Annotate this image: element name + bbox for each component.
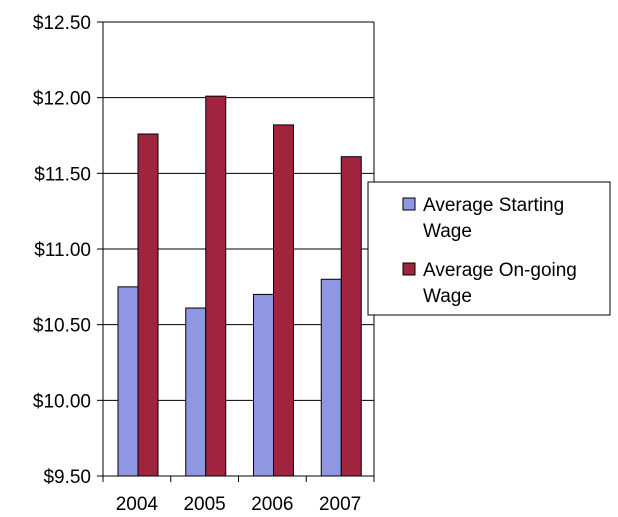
x-tick-label: 2006 bbox=[251, 494, 293, 515]
legend-swatch-starting-wage bbox=[402, 197, 416, 211]
bar-ongoing-wage-2005 bbox=[205, 95, 227, 477]
legend-label-ongoing-wage-line-1: Average On-going bbox=[423, 260, 577, 281]
bar-starting-wage-2004 bbox=[117, 286, 139, 477]
y-tick-label: $12.00 bbox=[33, 89, 91, 110]
bars bbox=[117, 95, 362, 477]
legend: Average Starting Wage Average On-going W… bbox=[367, 181, 611, 316]
legend-swatch-ongoing-wage bbox=[402, 262, 416, 276]
y-tick-label: $12.50 bbox=[33, 13, 91, 34]
y-tick-label: $10.50 bbox=[33, 316, 91, 337]
axes: $9.50 $10.00 $10.50 $11.00 $11.50 $12.00 $12.5… bbox=[33, 13, 375, 515]
bar-ongoing-wage-2006 bbox=[273, 124, 294, 477]
legend-label-ongoing-wage-line-2: Wage bbox=[423, 286, 472, 307]
bar-ongoing-wage-2007 bbox=[340, 156, 362, 477]
bar-starting-wage-2007 bbox=[320, 278, 342, 477]
bar-starting-wage-2005 bbox=[185, 307, 207, 477]
x-tick-label: 2005 bbox=[183, 494, 225, 515]
y-tick-label: $11.50 bbox=[34, 164, 91, 185]
y-tick-label: $10.00 bbox=[33, 391, 91, 412]
bar-starting-wage-2006 bbox=[253, 293, 274, 477]
x-tick-label: 2007 bbox=[319, 494, 361, 515]
bar-ongoing-wage-2004 bbox=[137, 133, 159, 477]
legend-label-starting-wage-line-1: Average Starting bbox=[423, 195, 564, 216]
x-tick-label: 2004 bbox=[116, 494, 159, 515]
y-tick-label: $9.50 bbox=[43, 467, 91, 488]
legend-label-starting-wage-line-2: Wage bbox=[423, 221, 472, 242]
y-tick-label: $11.00 bbox=[34, 240, 91, 261]
